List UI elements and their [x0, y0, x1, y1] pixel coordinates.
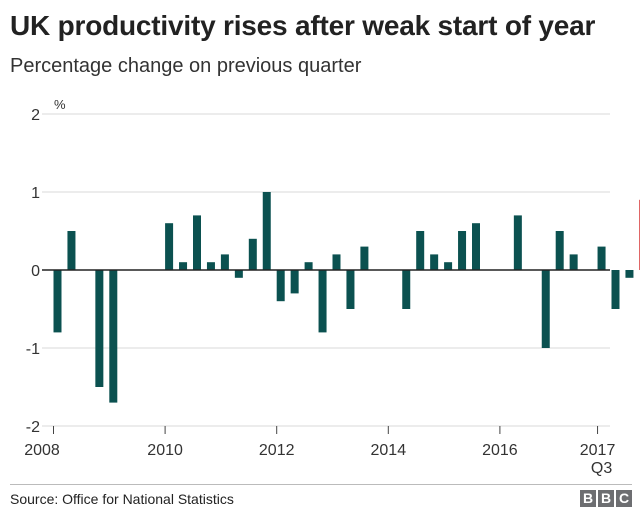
bar	[597, 246, 606, 270]
bar	[416, 231, 425, 270]
bar	[625, 270, 634, 278]
bbc-logo-letter: B	[598, 490, 614, 507]
bar	[472, 223, 480, 270]
bar	[234, 270, 243, 278]
x-tick-sublabel: Q3	[591, 460, 612, 477]
bar	[541, 270, 550, 348]
source-note: Source: Office for National Statistics	[10, 491, 234, 507]
bar	[360, 246, 369, 270]
y-tick-label: 1	[31, 185, 40, 202]
bars	[53, 192, 640, 403]
bar	[555, 231, 564, 270]
bar	[206, 262, 215, 270]
y-tick-label: -1	[26, 341, 40, 358]
bar	[262, 192, 271, 270]
bar	[304, 262, 313, 270]
bar	[53, 270, 62, 333]
bar	[165, 223, 174, 270]
bar	[193, 215, 201, 270]
y-tick-label: 2	[31, 107, 40, 124]
bar	[220, 254, 229, 270]
chart-title: UK productivity rises after weak start o…	[10, 10, 596, 41]
bar	[332, 254, 341, 270]
bar	[248, 238, 257, 270]
bar	[179, 262, 188, 270]
bar	[346, 270, 355, 309]
bar	[513, 215, 522, 270]
bar	[109, 270, 118, 403]
bbc-logo: B B C	[580, 490, 632, 507]
y-axis-unit-label: %	[54, 97, 66, 112]
x-tick-label: 2017	[580, 442, 616, 459]
gridlines	[42, 113, 610, 427]
bar	[444, 262, 453, 270]
x-tick-label: 2010	[147, 442, 183, 459]
footer-divider	[10, 484, 632, 485]
bar	[569, 254, 578, 270]
bar	[402, 270, 411, 309]
x-tick-label: 2016	[482, 442, 518, 459]
bar	[276, 270, 285, 302]
y-tick-label: -2	[26, 419, 40, 436]
x-tick-label: 2014	[371, 442, 407, 459]
bbc-logo-letter: B	[580, 490, 596, 507]
bar	[430, 254, 439, 270]
bar	[458, 231, 467, 270]
x-tick-label: 2008	[24, 442, 60, 459]
x-tick-label: 2012	[259, 442, 295, 459]
bar	[67, 231, 76, 270]
y-axis-ticks: 2 1 0 -1 -2	[26, 107, 40, 436]
bar	[290, 270, 299, 294]
y-tick-label: 0	[31, 263, 40, 280]
bbc-logo-letter: C	[616, 490, 632, 507]
chart-subtitle: Percentage change on previous quarter	[10, 55, 362, 77]
bar	[95, 270, 104, 387]
bar	[318, 270, 327, 333]
bar	[611, 270, 620, 309]
